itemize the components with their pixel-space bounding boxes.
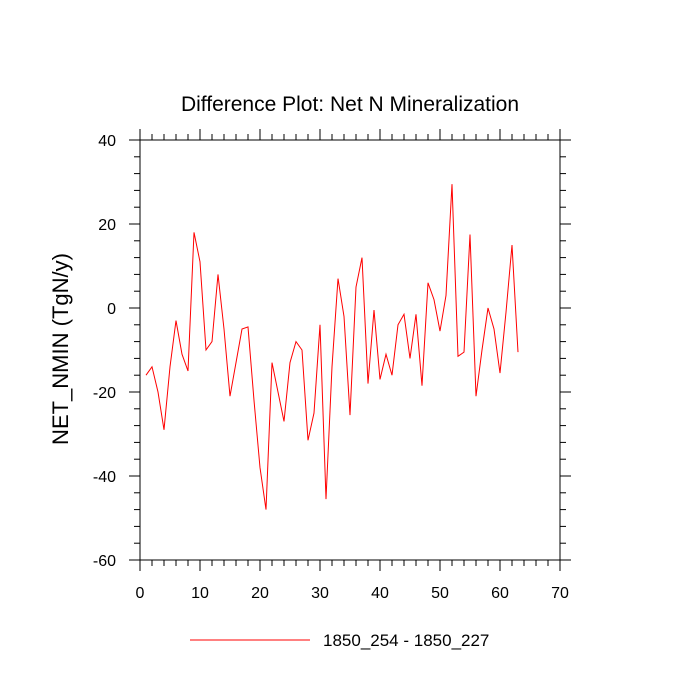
series-group [145, 184, 519, 510]
x-tick-label: 40 [371, 585, 389, 602]
y-tick-label: -40 [93, 469, 116, 486]
y-tick-label: 20 [98, 217, 116, 234]
x-tick-label: 10 [191, 585, 209, 602]
y-tick-label: -20 [93, 385, 116, 402]
y-tick-label: -60 [93, 553, 116, 570]
x-tick-label: 70 [551, 585, 569, 602]
x-tick-label: 30 [311, 585, 329, 602]
y-axis-label: NET_NMIN (TgN/y) [48, 253, 73, 445]
x-tick-label: 20 [251, 585, 269, 602]
y-axis: -60 -40 -20 0 20 40 [93, 133, 571, 570]
y-tick-label: 0 [107, 301, 116, 318]
x-tick-label: 50 [431, 585, 449, 602]
plot-border [139, 139, 561, 561]
series-line [145, 184, 519, 510]
y-tick-label: 40 [98, 133, 116, 150]
legend-label: 1850_254 - 1850_227 [323, 631, 489, 650]
x-tick-label: 60 [491, 585, 509, 602]
legend: 1850_254 - 1850_227 [190, 631, 489, 650]
x-tick-label: 0 [136, 585, 145, 602]
x-axis: 0 10 20 30 40 50 60 70 [136, 129, 569, 602]
chart-title: Difference Plot: Net N Mineralization [181, 93, 519, 116]
plot-frame [139, 139, 561, 561]
